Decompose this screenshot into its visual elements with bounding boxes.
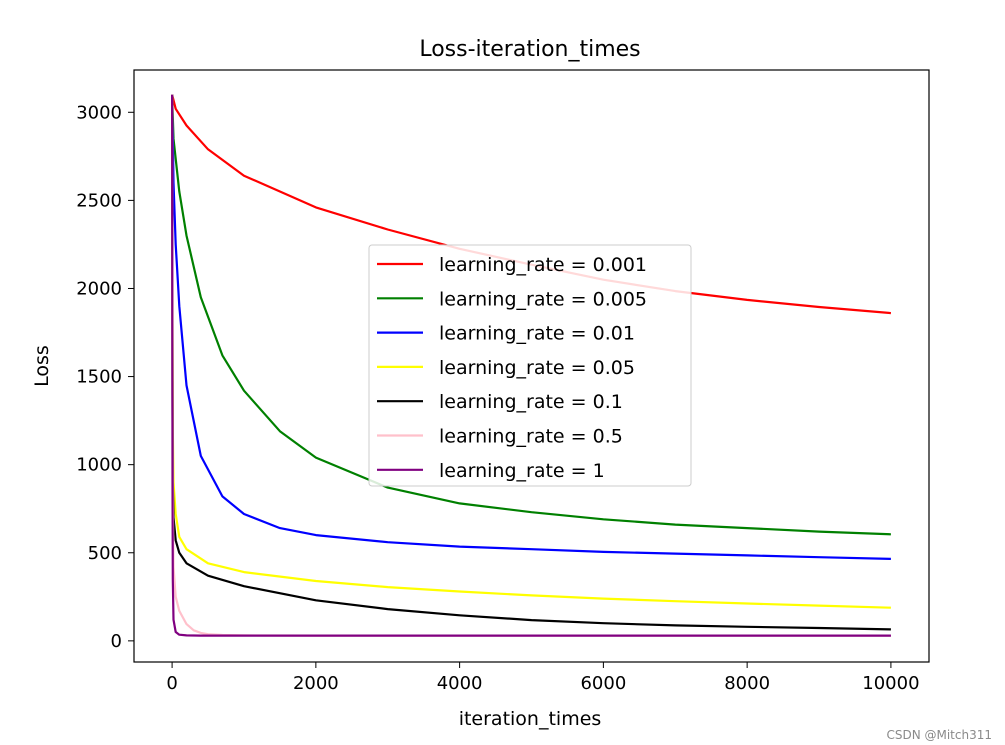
x-tick-label: 2000 xyxy=(293,673,339,694)
plot-frame xyxy=(133,69,930,663)
y-tick-label: 3000 xyxy=(76,102,122,123)
legend-box xyxy=(368,244,692,487)
y-axis-label: Loss xyxy=(31,345,53,387)
series-layer xyxy=(171,94,891,637)
series-line-0 xyxy=(171,94,891,315)
y-tick-label: 1000 xyxy=(76,455,122,476)
x-tick-label: 6000 xyxy=(580,673,626,694)
legend-entry-2: learning_rate = 0.01 xyxy=(439,323,635,345)
x-tick-label: 10000 xyxy=(862,673,919,694)
series-line-6 xyxy=(171,94,891,637)
chart-title: Loss-iteration_times xyxy=(419,37,640,62)
x-axis-label: iteration_times xyxy=(459,708,602,730)
legend-entry-6: learning_rate = 1 xyxy=(439,460,605,482)
legend: learning_rate = 0.001 learning_rate = 0.0… xyxy=(368,244,692,487)
x-tick-label: 0 xyxy=(166,673,177,694)
legend-entry-1: learning_rate = 0.005 xyxy=(439,288,647,310)
y-tick-label: 2000 xyxy=(76,278,122,299)
legend-entry-0: learning_rate = 0.001 xyxy=(439,254,647,276)
y-tick-label: 2500 xyxy=(76,190,122,211)
y-axis: 0 500 1000 1500 2000 2500 3000 xyxy=(76,102,134,652)
legend-entry-4: learning_rate = 0.1 xyxy=(439,391,623,413)
x-axis: 0 2000 4000 6000 8000 10000 xyxy=(166,662,920,694)
series-line-2 xyxy=(171,94,891,560)
watermark: CSDN @Mitch311 xyxy=(886,728,992,742)
y-tick-label: 1500 xyxy=(76,367,122,388)
y-tick-label: 500 xyxy=(88,543,122,564)
series-line-1 xyxy=(171,94,891,536)
legend-entry-5: learning_rate = 0.5 xyxy=(439,426,623,448)
y-tick-label: 0 xyxy=(111,631,122,652)
x-tick-label: 4000 xyxy=(437,673,483,694)
x-tick-label: 8000 xyxy=(724,673,770,694)
legend-entry-3: learning_rate = 0.05 xyxy=(439,357,635,379)
